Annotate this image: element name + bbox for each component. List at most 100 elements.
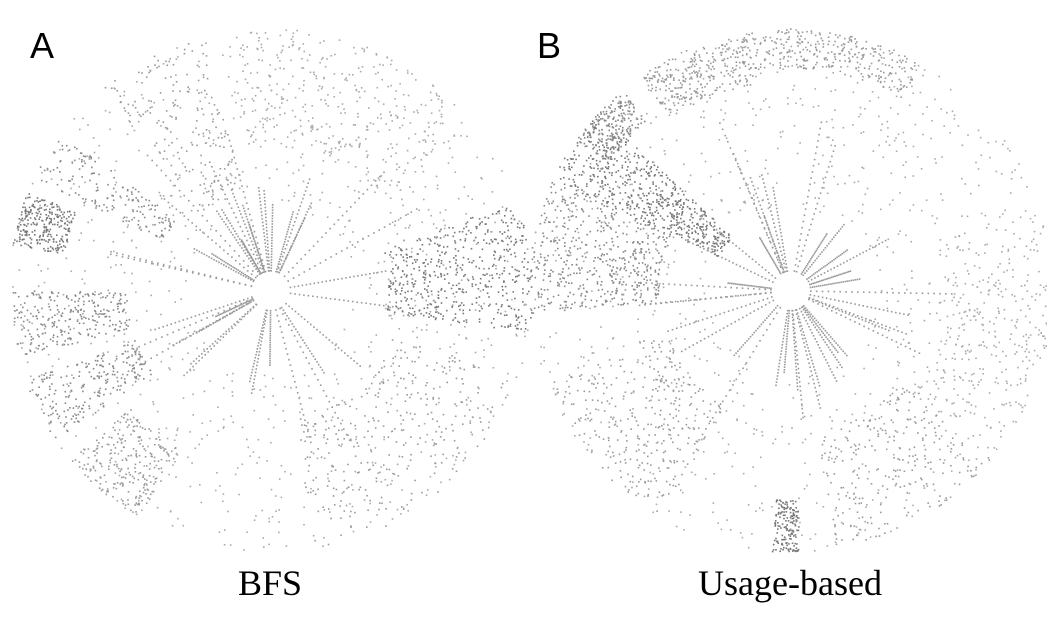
node-dot (477, 446, 479, 448)
node-dot (20, 224, 22, 226)
node-dot (161, 459, 163, 461)
node-dot (234, 230, 236, 232)
node-dot (383, 305, 385, 307)
node-dot (748, 191, 750, 193)
node-dot (297, 341, 299, 343)
node-dot (131, 240, 133, 242)
node-dot (41, 308, 43, 310)
node-dot (65, 402, 67, 404)
node-dot (786, 316, 788, 318)
node-dot (61, 225, 63, 227)
node-dot (411, 248, 413, 250)
node-dot (321, 88, 323, 90)
node-dot (788, 320, 790, 322)
node-dot (260, 146, 262, 148)
node-dot (252, 263, 254, 265)
node-dot (91, 300, 93, 302)
node-dot (391, 480, 393, 482)
node-dot (24, 315, 26, 317)
node-dot (257, 348, 259, 350)
node-dot (817, 303, 819, 305)
node-dot (483, 349, 485, 351)
node-dot (414, 361, 416, 363)
node-dot (314, 374, 316, 376)
node-dot (736, 283, 738, 285)
node-dot (313, 453, 315, 455)
node-dot (873, 330, 875, 332)
node-dot (269, 85, 271, 87)
node-dot (348, 486, 350, 488)
node-dot (269, 358, 271, 360)
node-dot (225, 262, 227, 264)
node-dot (255, 357, 257, 359)
node-dot (75, 295, 77, 297)
node-dot (302, 285, 304, 287)
node-dot (241, 272, 243, 274)
node-dot (339, 141, 341, 143)
node-dot (909, 348, 911, 350)
node-dot (70, 391, 72, 393)
node-dot (152, 224, 154, 226)
node-dot (413, 158, 415, 160)
node-dot (265, 249, 267, 251)
node-dot (233, 118, 235, 120)
node-dot (850, 259, 852, 261)
node-dot (875, 308, 877, 310)
node-dot (143, 474, 145, 476)
node-dot (61, 448, 63, 450)
node-dot (268, 270, 270, 272)
node-dot (419, 248, 421, 250)
node-dot (400, 357, 402, 359)
node-dot (282, 248, 284, 250)
node-dot (294, 130, 296, 132)
node-dot (750, 312, 752, 314)
node-dot (634, 282, 636, 284)
node-dot (34, 201, 36, 203)
node-dot (819, 302, 821, 304)
node-dot (162, 447, 164, 449)
node-dot (356, 408, 358, 410)
node-dot (343, 233, 345, 235)
node-dot (780, 267, 782, 269)
node-dot (398, 247, 400, 249)
node-dot (359, 365, 361, 367)
node-dot (113, 335, 115, 337)
node-dot (259, 257, 261, 259)
node-dot (161, 235, 163, 237)
node-dot (45, 214, 47, 216)
node-dot (445, 235, 447, 237)
node-dot (784, 366, 786, 368)
node-dot (201, 108, 203, 110)
node-dot (310, 127, 312, 129)
node-dot (23, 321, 25, 323)
node-dot (331, 420, 333, 422)
node-dot (373, 420, 375, 422)
node-dot (31, 336, 33, 338)
node-dot (47, 235, 49, 237)
node-dot (21, 211, 23, 213)
node-dot (113, 309, 115, 311)
node-dot (106, 341, 108, 343)
node-dot (408, 312, 410, 314)
node-dot (273, 139, 275, 141)
node-dot (120, 295, 122, 297)
node-dot (879, 308, 881, 310)
node-dot (455, 259, 457, 261)
node-dot (121, 482, 123, 484)
node-dot (44, 250, 46, 252)
node-dot (424, 279, 426, 281)
node-dot (309, 205, 311, 207)
node-dot (75, 399, 77, 401)
node-dot (87, 329, 89, 331)
node-dot (265, 220, 267, 222)
node-dot (424, 139, 426, 141)
node-dot (407, 150, 409, 152)
node-dot (442, 454, 444, 456)
node-dot (30, 376, 32, 378)
node-dot (144, 217, 146, 219)
node-dot (192, 271, 194, 273)
node-dot (815, 300, 817, 302)
node-dot (456, 301, 458, 303)
node-dot (311, 353, 313, 355)
node-dot (186, 270, 188, 272)
